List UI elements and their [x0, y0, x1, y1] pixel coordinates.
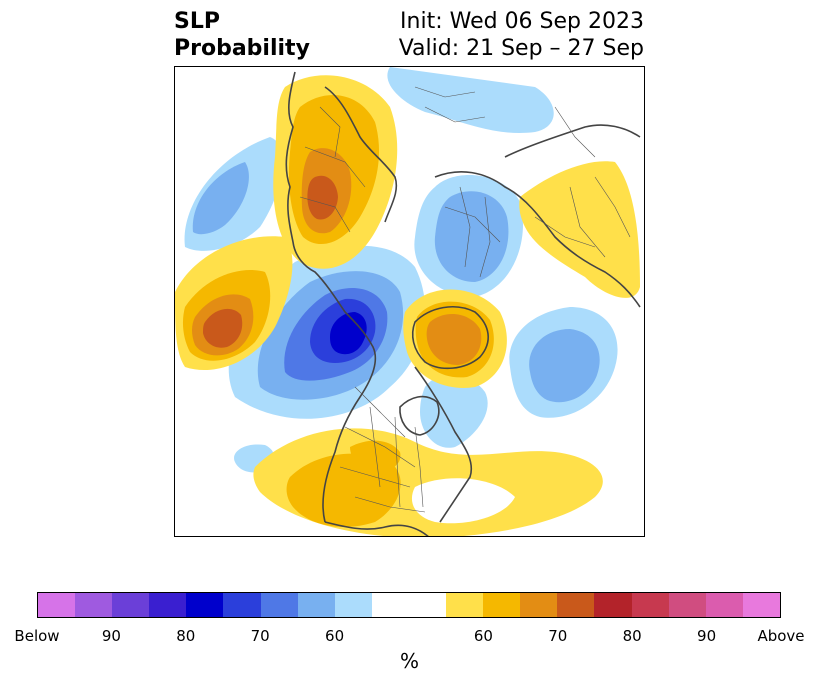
colorbar-segment — [223, 593, 261, 617]
anomaly-orange-70 — [350, 440, 401, 472]
colorbar — [37, 592, 781, 618]
colorbar-tick-label: Above — [757, 627, 805, 645]
colorbar-tick-label: 60 — [325, 627, 345, 645]
colorbar-segment — [631, 593, 669, 617]
colorbar-segment — [75, 593, 113, 617]
anomaly-orange-70 — [286, 453, 401, 527]
anomaly-blue-60 — [420, 374, 488, 448]
colorbar-segment — [38, 593, 76, 617]
colorbar-segment — [705, 593, 743, 617]
colorbar-segment — [334, 593, 372, 617]
anomaly-blue-70 — [434, 191, 509, 282]
neutral-region — [411, 478, 515, 524]
colorbar-segment — [297, 593, 335, 617]
title-right: Init: Wed 06 Sep 2023 Valid: 21 Sep – 27… — [399, 8, 644, 62]
colorbar-segment — [408, 593, 447, 617]
colorbar-tick-label: 60 — [473, 627, 493, 645]
polar-map — [174, 66, 645, 537]
title-left: SLP Probability — [174, 8, 310, 62]
colorbar-tick-label: 80 — [622, 627, 642, 645]
anomaly-blue-60 — [387, 67, 554, 133]
colorbar-segment — [483, 593, 521, 617]
colorbar-labels: Below 90 80 70 60 60 70 80 90 Above — [0, 627, 819, 647]
colorbar-tick-label: 80 — [176, 627, 196, 645]
colorbar-segment — [149, 593, 187, 617]
colorbar-segment — [186, 593, 224, 617]
colorbar-segment — [260, 593, 298, 617]
political-borders — [299, 86, 631, 513]
anomaly-blue-70 — [192, 162, 249, 235]
colorbar-segment — [557, 593, 595, 617]
coastlines — [285, 71, 641, 536]
colorbar-segment — [520, 593, 558, 617]
colorbar-segment — [742, 593, 780, 617]
colorbar-tick-label: 70 — [548, 627, 568, 645]
anomaly-red-90 — [203, 308, 243, 348]
title-type: Probability — [174, 36, 310, 61]
colorbar-tick-label: 90 — [101, 627, 121, 645]
anomaly-red-90 — [307, 175, 338, 220]
anomaly-blue-95 — [330, 312, 367, 355]
above-normal-regions — [175, 75, 640, 536]
anomaly-yellow-60 — [519, 161, 640, 298]
colorbar-tick-label: 70 — [250, 627, 270, 645]
colorbar-segment — [112, 593, 150, 617]
colorbar-unit: % — [399, 649, 419, 673]
colorbar-segment — [668, 593, 706, 617]
anomaly-orange-80 — [426, 313, 482, 365]
colorbar-segment — [446, 593, 484, 617]
below-normal-regions — [184, 67, 618, 473]
init-date: Init: Wed 06 Sep 2023 — [400, 9, 644, 34]
title-variable: SLP — [174, 9, 220, 34]
valid-range: Valid: 21 Sep – 27 Sep — [398, 36, 644, 61]
probability-map-svg — [175, 67, 641, 536]
colorbar-tick-label: 90 — [697, 627, 717, 645]
colorbar-tick-label: Below — [14, 627, 60, 645]
colorbar-segment — [594, 593, 632, 617]
colorbar-segment — [371, 593, 409, 617]
anomaly-blue-70 — [529, 329, 600, 403]
